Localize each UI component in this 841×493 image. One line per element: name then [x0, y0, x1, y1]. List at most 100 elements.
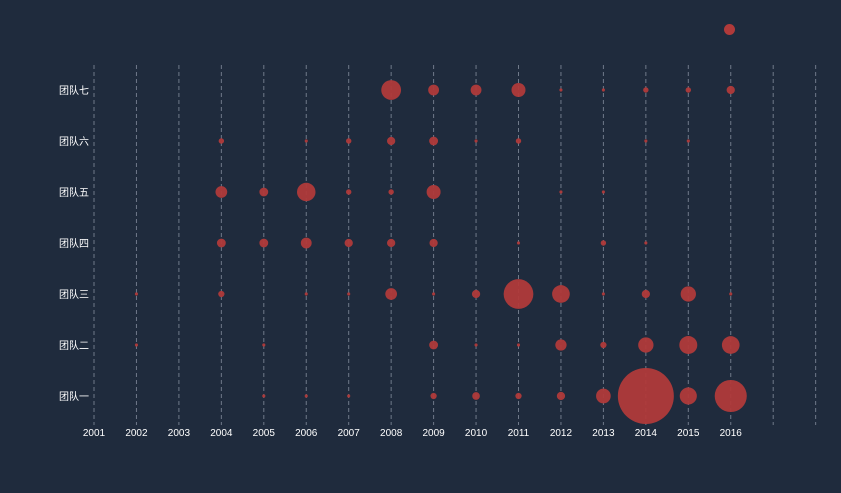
- bubble-point[interactable]: [430, 392, 437, 400]
- bubble-point[interactable]: [344, 238, 353, 248]
- bubble-point[interactable]: [345, 189, 352, 195]
- bubble-point[interactable]: [729, 292, 733, 296]
- bubble-point[interactable]: [601, 292, 605, 296]
- bubble-point[interactable]: [516, 343, 521, 347]
- bubble-point[interactable]: [679, 387, 697, 405]
- x-tick-label: 2006: [295, 428, 318, 439]
- legend[interactable]: [724, 24, 741, 35]
- bubble-point[interactable]: [347, 292, 351, 296]
- x-tick-label: 2014: [635, 428, 658, 439]
- x-tick-label: 2015: [677, 428, 700, 439]
- bubble-point[interactable]: [381, 80, 402, 100]
- bubble-point[interactable]: [262, 394, 266, 398]
- x-tick-label: 2005: [253, 428, 276, 439]
- bubble-point[interactable]: [679, 336, 698, 354]
- bubble-point[interactable]: [644, 139, 648, 143]
- y-tick-label: 团队一: [59, 390, 89, 403]
- bubble-point[interactable]: [259, 187, 269, 197]
- bubble-point[interactable]: [218, 290, 225, 298]
- y-tick-label: 团队五: [59, 186, 89, 199]
- bubble-point[interactable]: [304, 139, 308, 143]
- bubble-point[interactable]: [304, 292, 308, 296]
- x-tick-label: 2008: [380, 428, 403, 439]
- bubble-point[interactable]: [503, 279, 534, 309]
- x-tick-label: 2001: [83, 428, 106, 439]
- bubble-point[interactable]: [474, 139, 478, 143]
- bubble-point[interactable]: [559, 190, 563, 194]
- bubble-point[interactable]: [426, 185, 441, 199]
- x-tick-label: 2004: [210, 428, 233, 439]
- bubble-point[interactable]: [516, 241, 521, 245]
- bubble-point[interactable]: [686, 139, 690, 143]
- bubble-point[interactable]: [215, 186, 228, 198]
- bubble-point[interactable]: [721, 336, 740, 354]
- bubble-point[interactable]: [387, 238, 396, 248]
- bubble-point[interactable]: [216, 238, 226, 248]
- bubble-point[interactable]: [347, 394, 351, 398]
- bubble-point[interactable]: [259, 238, 269, 248]
- bubble-point[interactable]: [429, 340, 439, 350]
- bubble-point[interactable]: [296, 182, 316, 202]
- bubble-point[interactable]: [600, 240, 607, 246]
- bubble-point[interactable]: [432, 292, 436, 296]
- bubble-point[interactable]: [429, 136, 439, 146]
- bubble-point[interactable]: [471, 289, 481, 299]
- bubble-point[interactable]: [262, 343, 266, 347]
- x-tick-label: 2012: [550, 428, 573, 439]
- y-tick-label: 团队二: [59, 339, 89, 352]
- bubble-point[interactable]: [134, 292, 139, 296]
- x-tick-label: 2013: [592, 428, 615, 439]
- y-tick-label: 团队六: [59, 135, 89, 148]
- bubble-point[interactable]: [638, 337, 654, 353]
- bubble-point[interactable]: [304, 394, 308, 398]
- bubble-point[interactable]: [596, 388, 611, 404]
- bubble-point[interactable]: [470, 84, 482, 96]
- bubble-point[interactable]: [300, 237, 312, 249]
- bubble-point[interactable]: [134, 343, 139, 347]
- bubble-point[interactable]: [387, 136, 396, 146]
- bubble-point[interactable]: [714, 379, 747, 413]
- bubble-point[interactable]: [643, 87, 649, 93]
- bubble-point[interactable]: [617, 368, 674, 424]
- bubble-point[interactable]: [429, 238, 438, 248]
- y-tick-label: 团队三: [59, 288, 89, 301]
- y-tick-label: 团队四: [59, 237, 89, 250]
- x-tick-label: 2007: [338, 428, 361, 439]
- x-axis-labels: 2001 2002 2003 2004 2005 2006 2007 2008 2009 2010…: [83, 428, 742, 439]
- bubble-point[interactable]: [388, 189, 394, 195]
- x-tick-label: 2009: [422, 428, 445, 439]
- bubble-point[interactable]: [555, 339, 567, 351]
- bubble-point[interactable]: [511, 83, 526, 97]
- x-tick-label: 2002: [125, 428, 148, 439]
- bubble-point[interactable]: [641, 289, 650, 299]
- bubble-point[interactable]: [600, 341, 607, 349]
- bubble-point[interactable]: [345, 138, 352, 144]
- bubble-point[interactable]: [685, 87, 692, 93]
- bubble-point[interactable]: [601, 190, 605, 194]
- bubble-point[interactable]: [428, 84, 440, 96]
- legend-swatch: [724, 24, 735, 35]
- bubble-point[interactable]: [726, 85, 735, 95]
- y-axis-labels: 团队一 团队二 团队三 团队四 团队五 团队六 团队七: [59, 84, 89, 403]
- y-tick-label: 团队七: [59, 84, 89, 97]
- bubble-point[interactable]: [474, 343, 478, 347]
- x-tick-label: 2016: [720, 428, 743, 439]
- bubble-point[interactable]: [218, 138, 225, 144]
- grid-lines: [93, 65, 817, 425]
- bubble-point[interactable]: [515, 392, 522, 400]
- bubble-point[interactable]: [515, 138, 522, 144]
- bubble-point[interactable]: [644, 241, 648, 245]
- bubble-point[interactable]: [552, 285, 570, 303]
- x-tick-label: 2010: [465, 428, 488, 439]
- bubble-point[interactable]: [556, 391, 566, 401]
- bubble-point[interactable]: [601, 88, 605, 92]
- x-tick-label: 2011: [508, 428, 530, 439]
- bubble-point[interactable]: [559, 88, 563, 92]
- x-tick-label: 2003: [168, 428, 191, 439]
- bubble-point[interactable]: [680, 286, 696, 302]
- bubble-point[interactable]: [472, 392, 480, 400]
- bubble-point[interactable]: [385, 288, 398, 300]
- bubble-points: [134, 80, 747, 424]
